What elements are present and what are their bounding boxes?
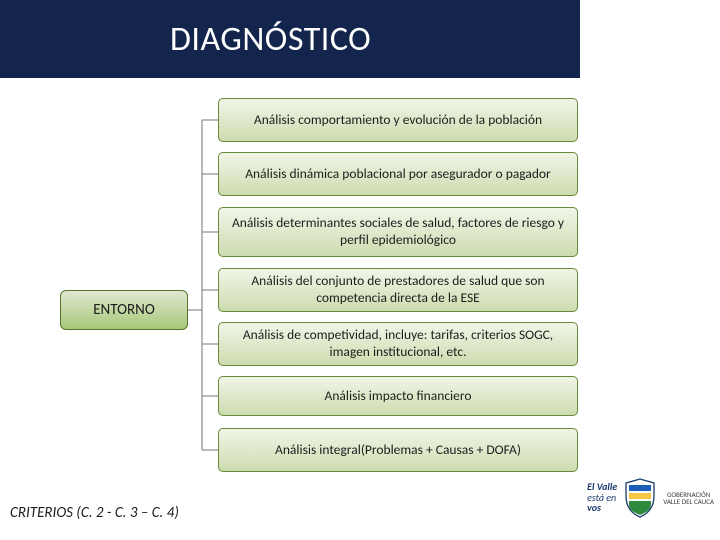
analysis-box-5: Análisis de competividad, incluye: tarif… — [218, 322, 578, 366]
criteria-label: CRITERIOS (C. 2 - C. 3 – C. 4) — [10, 504, 179, 522]
analysis-box-2: Análisis dinámica poblacional por asegur… — [218, 152, 578, 196]
root-node-label: ENTORNO — [93, 301, 155, 319]
analysis-box-7: Análisis integral(Problemas + Causas + D… — [218, 428, 578, 472]
analysis-box-label: Análisis del conjunto de prestadores de … — [229, 273, 567, 307]
shield-icon — [623, 478, 657, 518]
analysis-box-label: Análisis integral — [275, 442, 361, 459]
logo-slogan: El Valle está en vos — [587, 482, 617, 514]
root-node-entorno: ENTORNO — [60, 290, 188, 330]
page-title: DIAGNÓSTICO — [170, 19, 371, 60]
logo-gov-line2: VALLE DEL CAUCA — [663, 497, 714, 506]
criteria-note: CRITERIOS (C. 2 - C. 3 – C. 4) — [10, 504, 179, 522]
analysis-box-6: Análisis impacto financiero — [218, 376, 578, 416]
analysis-box-label: Análisis dinámica poblacional por asegur… — [245, 166, 551, 183]
logo-slogan-line3: vos — [587, 501, 601, 514]
logo-area: El Valle está en vos GOBERNACIÓN VALLE D… — [587, 478, 714, 518]
logo-gov-text: GOBERNACIÓN VALLE DEL CAUCA — [663, 491, 714, 506]
analysis-box-label: (Problemas + Causas + DOFA) — [361, 442, 521, 459]
analysis-box-label: Análisis comportamiento y evolución de l… — [254, 112, 542, 129]
analysis-box-label: Análisis determinantes sociales de salud… — [229, 215, 567, 249]
header-bar: DIAGNÓSTICO — [0, 0, 580, 78]
analysis-box-4: Análisis del conjunto de prestadores de … — [218, 268, 578, 312]
analysis-box-1: Análisis comportamiento y evolución de l… — [218, 98, 578, 142]
analysis-box-3: Análisis determinantes sociales de salud… — [218, 207, 578, 257]
slide: DIAGNÓSTICO ENTORNO Análisis comportamie… — [0, 0, 720, 540]
analysis-box-label: Análisis de competividad, incluye: tarif… — [229, 327, 567, 361]
analysis-box-label: Análisis impacto financiero — [325, 388, 472, 405]
